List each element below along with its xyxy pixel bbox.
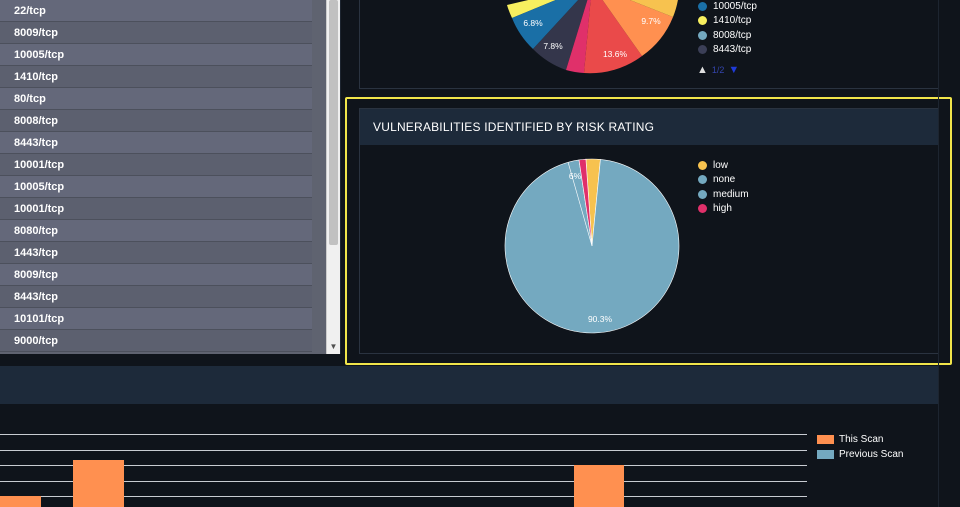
port-list-item[interactable]: 8009/tcp (0, 22, 312, 44)
scroll-down-icon[interactable]: ▼ (329, 342, 338, 351)
pager-text: 1/2 (711, 65, 725, 75)
legend-label: 10005/tcp (713, 0, 757, 12)
vulnerabilities-card-title: VULNERABILITIES IDENTIFIED BY RISK RATIN… (360, 109, 938, 145)
legend-label: low (713, 159, 729, 171)
legend-swatch (698, 16, 707, 26)
scrollbar-thumb[interactable] (329, 0, 338, 245)
legend-label: none (713, 174, 736, 186)
divider (938, 0, 939, 507)
legend-swatch (698, 1, 707, 11)
port-list-item[interactable]: 1410/tcp (0, 66, 312, 88)
legend-swatch (698, 45, 707, 55)
legend-swatch (698, 30, 707, 40)
bar (73, 460, 124, 507)
legend-item[interactable]: low (698, 158, 749, 173)
slice-label: 7.8% (543, 41, 563, 51)
pager-down-icon[interactable]: ▼ (728, 64, 740, 76)
legend-label: 8443/tcp (713, 44, 752, 56)
legend-item[interactable]: 8008/tcp (698, 28, 757, 43)
legend-item[interactable]: high (698, 202, 749, 217)
bottom-chart-header (0, 366, 938, 404)
legend-label: medium (713, 188, 749, 200)
port-list-item[interactable]: 10001/tcp (0, 154, 312, 176)
pie-slice-high[interactable] (578, 158, 593, 247)
legend-swatch (817, 450, 834, 459)
port-list-item[interactable]: 8080/tcp (0, 220, 312, 242)
port-list-item[interactable]: 10005/tcp (0, 44, 312, 66)
legend-swatch (698, 175, 707, 185)
slice-label: 90.3% (588, 314, 613, 324)
legend-label: Previous Scan (839, 449, 904, 460)
legend-swatch (698, 189, 707, 199)
legend-swatch (817, 435, 834, 444)
legend-item[interactable]: This Scan (817, 432, 903, 447)
pie-slice (629, 0, 678, 17)
pager-up-icon[interactable]: ▲ (697, 64, 708, 76)
pie-slice (584, 0, 642, 74)
pie-slice (602, 0, 673, 56)
legend-item[interactable]: medium (698, 187, 749, 202)
legend-item[interactable]: none (698, 173, 749, 188)
vulnerabilities-legend: low none medium high (698, 158, 749, 216)
port-list-item[interactable]: 22/tcp (0, 0, 312, 22)
port-list-item[interactable]: 10101/tcp (0, 308, 312, 330)
divider (340, 0, 341, 354)
top-pie-chart: 6.8% 7.8% 13.6% 9.7% (507, 0, 678, 74)
legend-label: 8008/tcp (713, 29, 752, 41)
pie-slice-none[interactable] (567, 161, 593, 247)
port-list-item[interactable]: 8443/tcp (0, 132, 312, 154)
slice-label: 9.7% (641, 16, 661, 26)
port-list-item[interactable]: 8008/tcp (0, 110, 312, 132)
slice-label: 6% (569, 171, 582, 181)
port-list-item[interactable]: 8009/tcp (0, 264, 312, 286)
legend-swatch (698, 204, 707, 214)
port-list-item[interactable]: 8443/tcp (0, 286, 312, 308)
slice-label: 6.8% (523, 18, 543, 28)
pie-slice (512, 0, 579, 49)
port-list-item[interactable]: 80/tcp (0, 88, 312, 110)
legend-swatch (698, 160, 707, 170)
pie-slice (533, 0, 588, 70)
legend-item[interactable]: 1410/tcp (698, 14, 757, 29)
legend-label: This Scan (839, 434, 884, 445)
bar (0, 496, 41, 507)
slice-label: 13.6% (603, 49, 628, 59)
pie-slice-medium[interactable] (504, 159, 680, 334)
port-list-item[interactable]: 1443/tcp (0, 242, 312, 264)
port-list-item[interactable]: 9000/tcp (0, 330, 312, 352)
port-list-item[interactable]: 10001/tcp (0, 198, 312, 220)
legend-item[interactable]: 8443/tcp (698, 43, 757, 58)
legend-label: 1410/tcp (713, 15, 752, 27)
legend-item[interactable]: Previous Scan (817, 447, 903, 462)
bar (574, 465, 624, 507)
legend-item[interactable]: 10005/tcp (698, 0, 757, 14)
bottom-chart-legend: This Scan Previous Scan (817, 432, 903, 462)
legend-label: high (713, 203, 732, 215)
port-list: 22/tcp 8009/tcp 10005/tcp 1410/tcp 80/tcp 800… (0, 0, 326, 354)
top-chart-legend: 10005/tcp 1410/tcp 8008/tcp 8443/tcp (698, 0, 757, 57)
pie-slice (566, 0, 591, 73)
highlight-frame (345, 97, 952, 365)
pie-slice (507, 0, 556, 18)
vulnerabilities-card: VULNERABILITIES IDENTIFIED BY RISK RATIN… (359, 108, 939, 354)
legend-pager: ▲ 1/2 ▼ (697, 64, 739, 76)
port-list-item[interactable]: 10005/tcp (0, 176, 312, 198)
port-list-scrollbar[interactable]: ▼ (326, 0, 340, 354)
